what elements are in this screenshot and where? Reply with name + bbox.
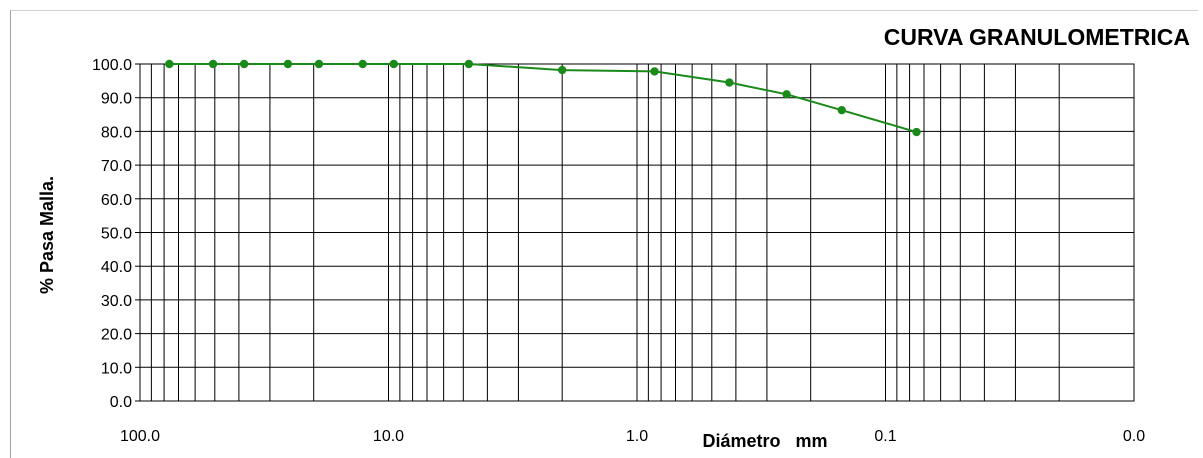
- x-tick-label: 0.1: [874, 428, 896, 445]
- y-axis-label: % Pasa Malla.: [37, 176, 57, 294]
- x-tick-label: 10.0: [373, 428, 404, 445]
- data-point: [782, 90, 791, 99]
- y-tick-label: 80.0: [101, 124, 132, 141]
- y-tick-label: 30.0: [101, 293, 132, 310]
- data-point: [837, 105, 846, 115]
- data-point: [557, 65, 567, 75]
- x-axis-label: Diámetro mm: [702, 431, 827, 451]
- data-point: [650, 67, 659, 76]
- data-point: [208, 59, 218, 69]
- y-tick-label: 70.0: [101, 158, 132, 175]
- y-tick-label: 60.0: [101, 192, 132, 209]
- chart-title: CURVA GRANULOMETRICA: [884, 24, 1190, 50]
- x-tick-label: 100.0: [120, 428, 160, 445]
- data-point: [165, 59, 174, 69]
- chart-frame: [10, 10, 1198, 458]
- data-point: [314, 59, 324, 69]
- y-tick-label: 50.0: [101, 226, 132, 243]
- y-tick-label: 40.0: [101, 259, 132, 276]
- data-point: [239, 59, 249, 69]
- y-tick-label: 0.0: [110, 394, 132, 411]
- data-point: [283, 59, 293, 69]
- y-tick-label: 100.0: [92, 57, 132, 74]
- data-point: [358, 59, 367, 69]
- x-tick-label: 1.0: [626, 428, 648, 445]
- data-point: [464, 59, 474, 69]
- series-line: [169, 63, 917, 134]
- data-point: [725, 78, 734, 87]
- x-tick-label: 0.0: [1123, 428, 1145, 445]
- y-tick-label: 10.0: [101, 360, 132, 377]
- data-point: [912, 127, 921, 137]
- data-point: [389, 59, 398, 69]
- y-tick-label: 90.0: [101, 91, 132, 108]
- series-layer: [165, 59, 921, 137]
- axes: 0.0 10.0 20.0 30.0 40.0 50.0 60.0 70.0 80.0 90.0 1…: [92, 57, 1145, 445]
- grid: [139, 63, 1135, 402]
- y-tick-label: 20.0: [101, 327, 132, 344]
